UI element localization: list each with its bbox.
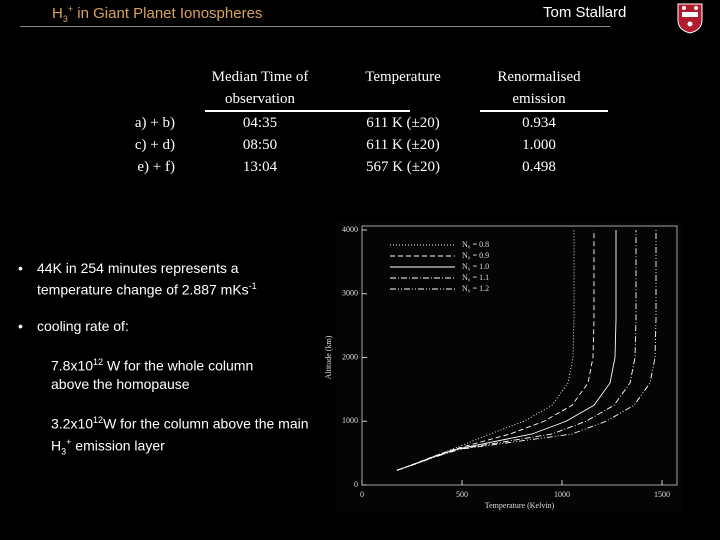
table-cell: 08:50 xyxy=(242,137,278,153)
legend-label: N₀ = 1.0 xyxy=(462,262,489,271)
line xyxy=(396,230,657,471)
bullet-text: 44K in 254 minutes represents a temperat… xyxy=(37,260,249,298)
title-text: in Giant Planet Ionospheres xyxy=(73,5,263,22)
legend-label: N₀ = 0.9 xyxy=(462,251,489,260)
row-label: e) + f) xyxy=(137,159,175,175)
sub-text: W for the whole column above the homopau… xyxy=(51,357,254,392)
x-axis-label: Temperature (Kelvin) xyxy=(485,501,555,510)
header-rule xyxy=(20,26,610,27)
y-tick-label: 0 xyxy=(354,480,358,489)
y-tick-label: 3000 xyxy=(342,289,358,298)
table-cell: 567 K (±20) xyxy=(365,159,441,175)
bullet-mark: • xyxy=(18,260,23,276)
sub-item: 7.8x1012 W for the whole column above th… xyxy=(51,353,291,393)
logo xyxy=(677,3,703,34)
plot-frame xyxy=(361,225,678,486)
legend-label: N₀ = 0.8 xyxy=(462,240,489,249)
title-sup: + xyxy=(67,4,74,14)
sub-text: 7.8x10 xyxy=(51,357,94,374)
author: Tom Stallard xyxy=(543,4,627,21)
row-label: c) + d) xyxy=(134,137,175,153)
x-tick-label: 0 xyxy=(360,490,364,499)
table-cell: 611 K (±20) xyxy=(366,137,440,153)
slide-title: H3+ in Giant Planet Ionospheres xyxy=(52,4,262,24)
column-header: Renormalised emission xyxy=(497,69,581,107)
x-tick-label: 500 xyxy=(456,490,468,499)
bullet: 44K in 254 minutes represents a temperat… xyxy=(37,259,307,299)
table-cell: 04:35 xyxy=(242,115,278,131)
y-tick-label: 4000 xyxy=(342,225,358,234)
sub-sup: + xyxy=(66,436,72,447)
table-cell: 0.498 xyxy=(522,159,556,175)
line xyxy=(396,230,595,471)
line xyxy=(396,230,617,471)
table-cell: 611 K (±20) xyxy=(366,115,440,131)
title-text: H xyxy=(52,5,63,22)
column-header: Median Time of observation xyxy=(211,69,309,107)
bullet: cooling rate of: xyxy=(37,318,129,334)
y-tick-label: 2000 xyxy=(342,352,358,361)
row-label: a) + b) xyxy=(134,115,175,131)
bullet-mark: • xyxy=(18,318,23,334)
legend-label: N₀ = 1.1 xyxy=(462,273,489,282)
column-header: Temperature xyxy=(365,69,441,85)
table-cell: 13:04 xyxy=(242,159,278,175)
title-sub: 3 xyxy=(62,14,68,24)
table-cell: 0.934 xyxy=(522,115,556,131)
table-cell: 1.000 xyxy=(522,137,556,153)
x-tick-label: 1000 xyxy=(554,490,570,499)
y-axis-label: Altitude (km) xyxy=(324,335,333,379)
line xyxy=(396,230,575,471)
sub-sup: 12 xyxy=(93,357,104,367)
chart-image xyxy=(336,222,682,512)
legend-label: N₀ = 1.2 xyxy=(462,284,489,293)
line xyxy=(396,230,637,471)
y-tick-label: 1000 xyxy=(342,416,358,425)
sub-text: emission layer xyxy=(71,437,165,454)
sub-text: 3.2x10 xyxy=(51,415,94,432)
sub-text: W for the column above the main H xyxy=(51,415,309,454)
header-rule xyxy=(205,110,410,112)
x-tick-label: 1500 xyxy=(654,490,670,499)
bullet-sup: -1 xyxy=(248,281,257,291)
sub-item: 3.2x1012W for the column above the main … xyxy=(51,411,311,460)
sub-sub: 3 xyxy=(61,446,67,457)
header-rule xyxy=(480,110,608,112)
sub-sup: 12 xyxy=(93,415,104,425)
